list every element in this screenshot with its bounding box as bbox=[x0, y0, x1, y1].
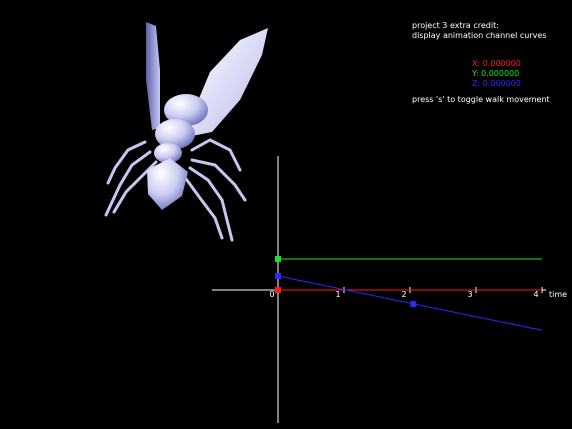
wasp-waist bbox=[154, 143, 182, 163]
time-tick-label-0: 0 bbox=[269, 290, 274, 299]
wasp-thorax bbox=[155, 119, 195, 149]
wasp-left-wing bbox=[146, 22, 160, 130]
time-tick-label-3: 3 bbox=[467, 290, 472, 299]
wasp-head bbox=[147, 158, 188, 210]
z-keyframe-0 bbox=[275, 273, 281, 280]
time-tick-label-2: 2 bbox=[401, 290, 406, 299]
x-keyframe-0 bbox=[275, 287, 281, 293]
wasp-abdomen-upper bbox=[164, 94, 208, 126]
z-readout: Z: 0.000000 bbox=[472, 79, 521, 88]
z-keyframe-1 bbox=[410, 300, 417, 307]
x-readout: X: 0.000000 bbox=[472, 59, 521, 68]
time-axis-label: time bbox=[549, 290, 567, 299]
wasp-legs bbox=[104, 138, 247, 242]
y-readout: Y: 0.000000 bbox=[472, 69, 520, 78]
wasp-right-wing bbox=[190, 28, 268, 136]
time-tick-label-4: 4 bbox=[533, 290, 538, 299]
z-channel-curve bbox=[277, 275, 543, 331]
title-line-1: project 3 extra credit: bbox=[412, 21, 499, 30]
hint-text: press 's' to toggle walk movement bbox=[412, 95, 550, 104]
y-keyframe-0 bbox=[275, 256, 281, 262]
time-tick-label-1: 1 bbox=[335, 290, 340, 299]
title-line-2: display animation channel curves bbox=[412, 31, 547, 40]
